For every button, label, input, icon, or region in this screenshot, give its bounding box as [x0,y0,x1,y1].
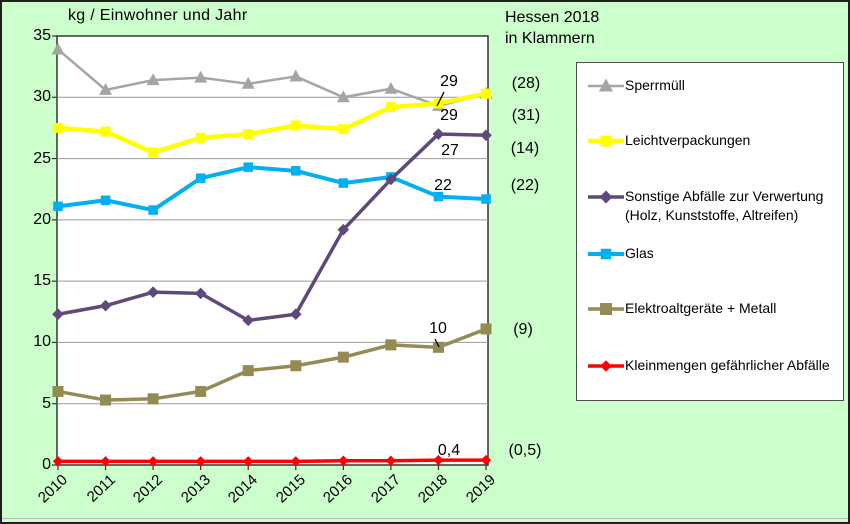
chart-title: kg / Einwohner und Jahr [68,7,248,24]
x-axis-label: 2010 [34,471,71,507]
legend-item-label: Sperrmüll [625,77,685,93]
x-axis-label: 2011 [83,471,119,506]
legend-item-label: Elektroaltgeräte + Metall [625,300,777,316]
y-axis-label: 25 [33,149,51,167]
series-3 [52,128,492,327]
legend-item-label: Sonstige Abfälle zur Verwertung (Holz, Ku… [625,188,824,223]
data-label-2018: 27 [441,142,459,159]
hessen-value-label: (22) [510,177,540,194]
hessen-header: Hessen 2018 in Klammern [505,7,599,49]
legend-item-label: Glas [625,245,654,261]
x-axis-label: 2014 [225,471,262,507]
x-axis-label: 2017 [367,471,404,507]
line-chart-plot [51,35,493,470]
y-axis-label: 0 [42,456,51,473]
legend-item: Sonstige Abfälle zur Verwertung (Holz, Ku… [588,187,823,225]
legend-marker-icon [588,190,624,204]
bottom-divider-line [2,518,848,519]
legend-marker-icon [588,135,624,147]
x-axis-label: 2019 [462,471,499,507]
legend-marker-icon [588,248,624,260]
x-axis-label: 2018 [415,471,452,507]
data-label-2018: 29 [440,73,458,90]
hessen-value-label: (9) [513,321,533,338]
legend-item: Glas [588,244,654,263]
y-axis-label: 30 [33,88,51,106]
legend-marker-icon [588,78,624,92]
y-axis-label: 10 [33,333,51,351]
hessen-value-label: (31) [511,107,541,124]
legend-item: Elektroaltgeräte + Metall [588,299,776,318]
x-axis-label: 2013 [177,471,214,507]
y-axis-label: 20 [33,210,51,228]
hessen-value-label: (14) [510,140,540,157]
y-axis-label: 35 [33,27,51,44]
legend-marker-icon [588,360,624,372]
data-label-2018: 10 [429,320,447,337]
legend-item: Sperrmüll [588,76,685,95]
data-label-2018: 29 [440,107,458,124]
x-axis-label: 2016 [320,471,357,507]
legend: Sperrmüll Leichtverpackungen Sonstige Abfä… [576,62,844,401]
hessen-value-label: (28) [511,75,541,92]
x-axis-label: 2015 [272,471,309,507]
plot-area [51,35,493,470]
hessen-header-line2: in Klammern [505,30,595,47]
legend-item: Leichtverpackungen [588,131,750,150]
y-axis-label: 5 [42,394,51,412]
data-label-2018: 0,4 [437,442,461,459]
x-axis-label: 2012 [130,471,167,507]
hessen-header-line1: Hessen 2018 [505,9,600,26]
legend-marker-icon [588,303,624,315]
data-label-2018: 22 [434,177,452,194]
hessen-value-label: (0,5) [508,442,542,459]
legend-item-label: Leichtverpackungen [625,132,751,148]
y-axis-label: 15 [33,272,51,290]
series-6 [52,454,492,467]
series-5 [52,323,492,406]
legend-item: Kleinmengen gefährlicher Abfälle [588,356,830,375]
legend-item-label: Kleinmengen gefährlicher Abfälle [625,357,830,373]
